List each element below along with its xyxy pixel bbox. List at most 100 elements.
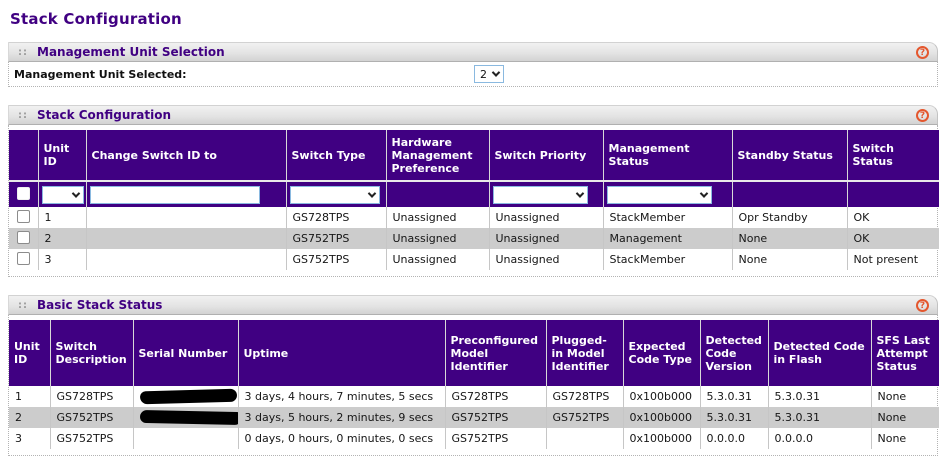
- column-header-switch-priority: Switch Priority: [489, 130, 604, 182]
- cell-preconfigured-model: GS752TPS: [445, 428, 547, 449]
- column-header-unit-id: Unit ID: [38, 130, 87, 182]
- redacted-serial: [139, 388, 237, 405]
- switch-priority-select[interactable]: [492, 186, 588, 204]
- table-header-row: Unit ID Change Switch ID to Switch Type …: [9, 130, 939, 182]
- column-header-sfs-last-attempt-status: SFS Last Attempt Status: [871, 320, 939, 386]
- table-row: 2 GS752TPS Unassigned Unassigned Managem…: [9, 228, 939, 249]
- cell-uptime: 3 days, 4 hours, 7 minutes, 5 secs: [238, 386, 446, 407]
- section-marker-icon: ::: [18, 109, 28, 121]
- cell-switch-description: GS752TPS: [50, 407, 134, 428]
- chevron-down-icon: [491, 68, 501, 77]
- section-stack-configuration: :: Stack Configuration ? Unit ID Change …: [8, 105, 939, 277]
- column-header-switch-description: Switch Description: [50, 320, 134, 386]
- switch-type-select[interactable]: [289, 186, 380, 204]
- cell-switch-type: GS728TPS: [286, 207, 387, 228]
- table-row: 1 GS728TPS 3 days, 4 hours, 7 minutes, 5…: [9, 386, 939, 407]
- management-unit-row: Management Unit Selected: 2: [9, 62, 937, 86]
- cell-detected-code-version: 5.3.0.31: [700, 407, 769, 428]
- cell-serial-number: [133, 386, 239, 407]
- chevron-down-icon: [699, 189, 708, 198]
- cell-serial-number: [133, 428, 239, 449]
- section-marker-icon: ::: [18, 299, 28, 311]
- cell-management-status: StackMember: [603, 207, 733, 228]
- table-row: 3 GS752TPS 0 days, 0 hours, 0 minutes, 0…: [9, 428, 939, 449]
- column-header-serial-number: Serial Number: [133, 320, 239, 386]
- section-basic-stack-status: :: Basic Stack Status ? Unit ID Switch D…: [8, 295, 939, 456]
- cell-detected-code-in-flash: 5.3.0.31: [768, 386, 872, 407]
- cell-change-switch-id: [86, 249, 287, 270]
- cell-unit-id: 3: [9, 428, 51, 449]
- table-filter-row: [9, 181, 939, 207]
- section-title: Stack Configuration: [37, 108, 172, 122]
- cell-preconfigured-model: GS752TPS: [445, 407, 547, 428]
- unit-id-select[interactable]: [41, 186, 84, 204]
- section-title: Basic Stack Status: [37, 298, 163, 312]
- help-icon[interactable]: ?: [916, 109, 929, 122]
- cell-unit-id: 1: [38, 207, 87, 228]
- cell-standby-status: None: [732, 228, 848, 249]
- section-marker-icon: ::: [18, 46, 28, 58]
- table-header-row: Unit ID Switch Description Serial Number…: [9, 320, 939, 386]
- section-header: :: Management Unit Selection ?: [8, 42, 938, 62]
- cell-expected-code-type: 0x100b000: [623, 428, 701, 449]
- management-unit-select[interactable]: 2: [474, 65, 504, 83]
- section-body: Unit ID Change Switch ID to Switch Type …: [8, 125, 939, 277]
- column-header-switch-status: Switch Status: [847, 130, 939, 182]
- stack-configuration-table: Unit ID Change Switch ID to Switch Type …: [9, 130, 939, 270]
- cell-switch-type: GS752TPS: [286, 228, 387, 249]
- section-header: :: Basic Stack Status ?: [8, 295, 938, 315]
- row-checkbox[interactable]: [16, 209, 30, 223]
- help-icon[interactable]: ?: [916, 299, 929, 312]
- help-icon[interactable]: ?: [916, 46, 929, 59]
- change-switch-id-input[interactable]: [89, 185, 260, 204]
- column-header-detected-code-version: Detected Code Version: [700, 320, 769, 386]
- cell-plugged-in-model: [546, 428, 624, 449]
- column-header-uptime: Uptime: [238, 320, 446, 386]
- section-management-unit-selection: :: Management Unit Selection ? Managemen…: [8, 42, 938, 87]
- cell-hardware-management-preference: Unassigned: [386, 249, 490, 270]
- column-header-switch-type: Switch Type: [286, 130, 387, 182]
- cell-uptime: 0 days, 0 hours, 0 minutes, 0 secs: [238, 428, 446, 449]
- management-unit-select-value: 2: [480, 67, 487, 81]
- column-header-hardware-management-preference: Hardware Management Preference: [386, 130, 490, 182]
- cell-detected-code-in-flash: 5.3.0.31: [768, 407, 872, 428]
- cell-unit-id: 3: [38, 249, 87, 270]
- cell-switch-type: GS752TPS: [286, 249, 387, 270]
- table-row: 2 GS752TPS 3 days, 5 hours, 2 minutes, 9…: [9, 407, 939, 428]
- cell-management-status: Management: [603, 228, 733, 249]
- management-status-select[interactable]: [606, 186, 712, 204]
- column-header-standby-status: Standby Status: [732, 130, 848, 182]
- cell-switch-description: GS728TPS: [50, 386, 134, 407]
- cell-switch-priority: Unassigned: [489, 249, 604, 270]
- select-all-checkbox[interactable]: [16, 186, 30, 200]
- cell-sfs-last-attempt-status: None: [877, 432, 907, 445]
- row-checkbox[interactable]: [16, 251, 30, 265]
- cell-hardware-management-preference: Unassigned: [386, 228, 490, 249]
- basic-stack-status-table: Unit ID Switch Description Serial Number…: [9, 320, 939, 449]
- cell-detected-code-in-flash: 0.0.0.0: [768, 428, 872, 449]
- table-row: 1 GS728TPS Unassigned Unassigned StackMe…: [9, 207, 939, 228]
- cell-preconfigured-model: GS728TPS: [445, 386, 547, 407]
- page-title: Stack Configuration: [10, 10, 182, 28]
- cell-sfs-last-attempt-status: None: [871, 407, 939, 428]
- cell-change-switch-id: [86, 207, 287, 228]
- cell-unit-id: 2: [9, 407, 51, 428]
- cell-expected-code-type: 0x100b000: [623, 407, 701, 428]
- cell-switch-status: Not present: [853, 253, 919, 266]
- cell-plugged-in-model: GS728TPS: [546, 386, 624, 407]
- select-all-header: [9, 130, 39, 182]
- row-checkbox[interactable]: [16, 230, 30, 244]
- cell-standby-status: None: [732, 249, 848, 270]
- cell-standby-status: Opr Standby: [732, 207, 848, 228]
- column-header-management-status: Management Status: [603, 130, 733, 182]
- column-header-detected-code-in-flash: Detected Code in Flash: [768, 320, 872, 386]
- redacted-serial: [139, 409, 237, 426]
- table-row: 3 GS752TPS Unassigned Unassigned StackMe…: [9, 249, 939, 270]
- column-header-plugged-in-model: Plugged-in Model Identifier: [546, 320, 624, 386]
- cell-switch-priority: Unassigned: [489, 228, 604, 249]
- chevron-down-icon: [71, 189, 80, 198]
- chevron-down-icon: [367, 189, 376, 198]
- chevron-down-icon: [575, 189, 584, 198]
- section-header: :: Stack Configuration ?: [8, 105, 938, 125]
